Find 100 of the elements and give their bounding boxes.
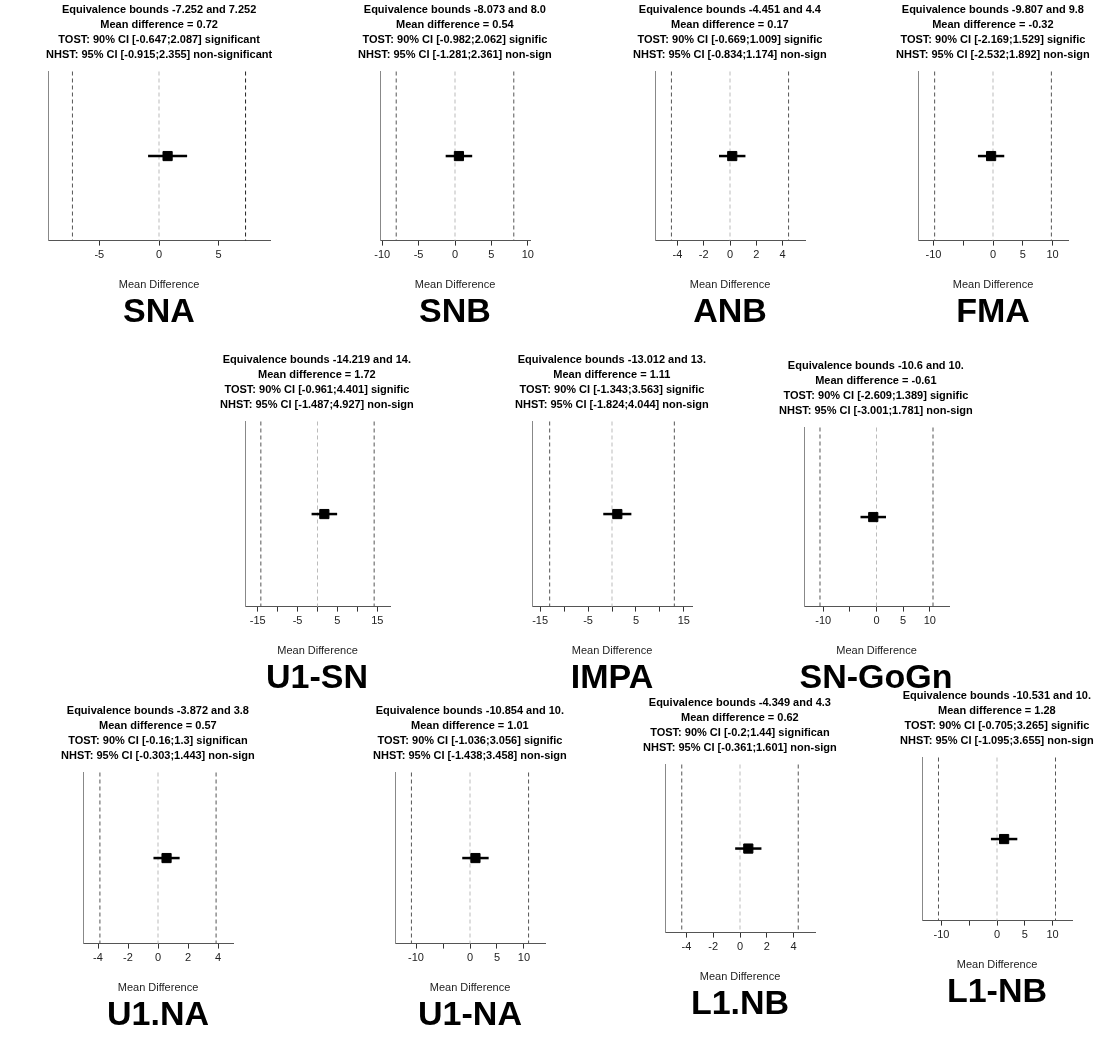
text: TOST: 90% CI [-0.961;4.401] signific [224, 383, 410, 395]
x-axis-title: Mean Difference [276, 644, 358, 657]
x-tick-label: 10 [1046, 928, 1059, 941]
text: Equivalence bounds -14.219 and 14. [222, 353, 412, 365]
x-tick-label: 2 [184, 951, 192, 964]
text: Mean difference = -0.32 [932, 18, 1054, 30]
x-tick-label: -5 [583, 614, 593, 627]
text: Mean difference = 0.57 [99, 719, 217, 731]
text: NHST: 95% CI [-0.361;1.601] non-sign [643, 741, 837, 753]
x-tick-label: 0 [872, 614, 880, 627]
x-tick-label: 10 [521, 248, 534, 261]
x-tick-label: 0 [736, 940, 744, 953]
text: FMA [955, 291, 1031, 329]
x-tick-label: -10 [933, 928, 950, 941]
text: NHST: 95% CI [-1.281;2.361] non-sign [358, 48, 552, 60]
text: Equivalence bounds -13.012 and 13. [517, 353, 707, 365]
text: U1-NA [417, 994, 523, 1032]
x-tick-label: 0 [989, 248, 997, 261]
x-axis-title: Mean Difference [571, 644, 653, 657]
x-tick-label: 5 [1019, 248, 1026, 261]
text: TOST: 90% CI [-0.705;3.265] signific [904, 719, 1090, 731]
x-axis-title: Mean Difference [118, 278, 200, 291]
x-tick-label: -2 [123, 951, 133, 964]
text: NHST: 95% CI [-1.824;4.044] non-sign [515, 398, 709, 410]
x-tick-label: -5 [94, 248, 105, 261]
text: Mean difference = -0.61 [815, 374, 937, 386]
x-tick-label: 15 [370, 614, 383, 627]
text: TOST: 90% CI [-1.343;3.563] signific [519, 383, 705, 395]
text: Equivalence bounds -7.252 and 7.252 [61, 3, 257, 15]
x-tick-label: -10 [925, 248, 942, 261]
text: NHST: 95% CI [-0.915;2.355] non-significant [46, 48, 273, 60]
text: TOST: 90% CI [-0.647;2.087] significant [58, 33, 260, 45]
x-tick-label: 5 [632, 614, 640, 627]
x-axis-title: Mean Difference [956, 958, 1038, 971]
text: Mean difference = 0.54 [396, 18, 514, 30]
x-tick-label: 2 [763, 940, 770, 953]
x-tick-label: 5 [488, 248, 495, 261]
text: L1.NB [689, 983, 791, 1021]
text: Mean difference = 1.11 [553, 368, 671, 380]
text: Mean difference = 1.28 [938, 704, 1056, 716]
x-tick-label: 5 [333, 614, 340, 627]
x-tick-label: 10 [517, 951, 531, 964]
text: Equivalence bounds -10.6 and 10. [787, 359, 964, 371]
x-axis-title: Mean Difference [699, 970, 781, 983]
x-axis-title: Mean Difference [117, 981, 199, 994]
x-axis-title: Mean Difference [689, 278, 771, 291]
x-axis-title: Mean Difference [429, 981, 511, 994]
x-axis-title: Mean Difference [414, 278, 496, 291]
x-tick-label: -4 [681, 940, 692, 953]
x-tick-label: 2 [753, 248, 760, 261]
text: NHST: 95% CI [-2.532;1.892] non-sign [896, 48, 1090, 60]
x-tick-label: -15 [532, 614, 549, 627]
x-tick-label: -10 [408, 951, 424, 964]
x-axis-title: Mean Difference [835, 644, 917, 657]
x-tick-label: 10 [923, 614, 936, 627]
text: Equivalence bounds -8.073 and 8.0 [363, 3, 546, 15]
x-tick-label: 5 [899, 614, 906, 627]
x-tick-label: 0 [726, 248, 734, 261]
x-tick-label: 5 [215, 248, 222, 261]
text: NHST: 95% CI [-1.095;3.655] non-sign [900, 734, 1094, 746]
x-tick-label: 0 [155, 248, 163, 261]
x-tick-label: 5 [493, 951, 501, 964]
x-tick-label: -10 [814, 614, 831, 627]
text: Equivalence bounds -3.872 and 3.8 [66, 704, 249, 716]
x-tick-label: -10 [374, 248, 391, 261]
x-tick-label: -15 [249, 614, 266, 627]
text: NHST: 95% CI [-1.438;3.458] non-sign [373, 749, 567, 761]
text: Mean difference = 0.62 [681, 711, 799, 723]
x-tick-label: 0 [154, 951, 162, 964]
text: NHST: 95% CI [-0.834;1.174] non-sign [633, 48, 827, 60]
text: TOST: 90% CI [-0.2;1.44] significan [650, 726, 830, 738]
x-tick-label: -4 [672, 248, 683, 261]
text: Mean difference = 1.01 [411, 719, 529, 731]
x-tick-label: 0 [993, 928, 1001, 941]
text: NHST: 95% CI [-0.303;1.443] non-sign [61, 749, 255, 761]
x-tick-label: -5 [292, 614, 302, 627]
x-tick-label: 0 [451, 248, 459, 261]
text: Mean difference = 0.17 [671, 18, 789, 30]
x-tick-label: 5 [1021, 928, 1028, 941]
text: NHST: 95% CI [-3.001;1.781] non-sign [779, 404, 973, 416]
text: SNA [122, 291, 196, 329]
x-tick-label: 4 [779, 248, 786, 261]
text: Equivalence bounds -4.349 and 4.3 [648, 696, 831, 708]
text: Equivalence bounds -9.807 and 9.8 [901, 3, 1084, 15]
text: TOST: 90% CI [-2.609;1.389] signific [783, 389, 969, 401]
x-tick-label: -5 [413, 248, 424, 261]
text: TOST: 90% CI [-1.036;3.056] signific [377, 734, 563, 746]
text: SNB [418, 291, 492, 329]
x-axis-title: Mean Difference [952, 278, 1034, 291]
x-tick-label: 0 [466, 951, 474, 964]
text: TOST: 90% CI [-0.669;1.009] signific [637, 33, 823, 45]
x-tick-label: 15 [677, 614, 690, 627]
text: Equivalence bounds -10.854 and 10. [375, 704, 565, 716]
x-tick-label: -2 [698, 248, 709, 261]
text: Mean difference = 1.72 [258, 368, 376, 380]
text: IMPA [569, 657, 655, 695]
text: TOST: 90% CI [-0.16;1.3] significan [68, 734, 248, 746]
text: U1-SN [265, 657, 369, 695]
x-tick-label: -4 [93, 951, 103, 964]
text: U1.NA [106, 994, 210, 1032]
